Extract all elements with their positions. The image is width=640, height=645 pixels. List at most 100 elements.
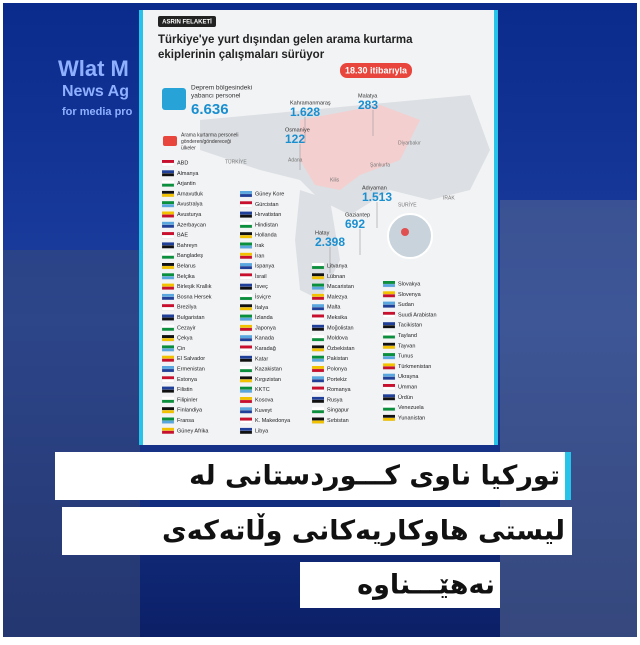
country: Malezya <box>327 294 348 300</box>
flag <box>161 235 175 239</box>
total-label: yabancı personel <box>191 93 241 100</box>
country: Hindistan <box>255 222 278 228</box>
flag <box>311 286 325 290</box>
province-value: 692 <box>345 217 365 231</box>
flag <box>239 348 253 352</box>
flag <box>162 324 174 328</box>
flag <box>161 430 175 434</box>
flag <box>240 201 252 205</box>
flag <box>161 327 175 331</box>
country: Güney Afrika <box>177 428 209 434</box>
flag <box>240 273 252 277</box>
flag <box>162 232 174 236</box>
country: Filistin <box>177 387 193 393</box>
flag <box>162 263 174 266</box>
country: İtalya <box>255 304 269 311</box>
country: Venezuela <box>398 405 425 411</box>
flag <box>239 276 253 280</box>
flag <box>240 417 252 421</box>
headline-box <box>55 452 565 500</box>
country: Suudi Arabistan <box>398 312 437 318</box>
headline-box <box>62 507 572 555</box>
flag <box>382 397 396 401</box>
flag <box>162 314 174 318</box>
flag <box>161 368 175 373</box>
country: Özbekistan <box>327 345 355 352</box>
country: Moğolistan <box>327 325 354 331</box>
flag <box>383 404 395 408</box>
flag <box>239 327 253 331</box>
flag <box>311 307 325 311</box>
title: Türkiye'ye yurt dışından gelen arama kur… <box>158 34 413 46</box>
flag <box>162 366 174 369</box>
flag <box>240 294 252 297</box>
flag <box>161 255 175 259</box>
icon <box>162 88 186 110</box>
flag <box>161 348 175 352</box>
flag <box>162 211 174 215</box>
country: Slovenya <box>398 292 422 298</box>
flag <box>311 348 325 352</box>
flag <box>239 286 253 290</box>
country: Lübnan <box>327 274 345 280</box>
country: Avustralya <box>177 202 204 208</box>
flag <box>240 211 252 215</box>
headline: تورکیا ناوی کـــوردستانی لە <box>189 461 560 492</box>
country: Türkmenistan <box>398 364 431 370</box>
rubble-left <box>0 250 140 640</box>
flag <box>382 294 396 298</box>
flag <box>162 427 174 431</box>
country: Belçika <box>177 274 196 280</box>
flag <box>311 317 325 321</box>
flag <box>240 335 252 339</box>
flag <box>311 338 325 342</box>
flag <box>162 190 174 194</box>
flag <box>240 355 252 359</box>
flag <box>161 317 175 321</box>
flag <box>312 345 324 349</box>
flag <box>162 407 174 411</box>
province-name: Osmaniye <box>285 127 310 133</box>
country: Brezilya <box>177 305 198 311</box>
flag <box>383 342 395 346</box>
flag <box>161 173 175 177</box>
flag <box>240 252 252 256</box>
flag <box>240 283 252 287</box>
flag <box>239 296 253 301</box>
icon <box>163 136 177 146</box>
country: İsviçre <box>255 293 271 300</box>
flag <box>239 235 253 239</box>
flag <box>239 379 253 383</box>
province-name: Kahramanmaraş <box>290 100 331 106</box>
country: Gürcistan <box>255 202 279 208</box>
country: Kosova <box>255 397 274 403</box>
country: Bahreyn <box>177 243 198 249</box>
flag <box>383 394 395 398</box>
flag <box>239 317 253 321</box>
country: Çin <box>177 346 185 352</box>
country: Slovakya <box>398 281 421 287</box>
flag <box>312 386 324 390</box>
flag <box>311 379 325 383</box>
flag <box>382 325 396 329</box>
flag <box>383 311 395 315</box>
country: Rusya <box>327 397 344 403</box>
flag <box>161 265 175 270</box>
country: Tacikistan <box>398 323 422 329</box>
flag <box>311 265 325 270</box>
flag <box>382 356 396 360</box>
flag <box>383 363 395 367</box>
province-name: Hatay <box>315 230 330 236</box>
flag <box>382 304 396 308</box>
province-name: Gaziantep <box>345 212 370 218</box>
flag <box>311 399 325 403</box>
flag <box>162 221 174 225</box>
flag <box>312 396 324 400</box>
accent-bar <box>494 10 498 445</box>
country: Filipinler <box>177 397 198 403</box>
province-name: Malatya <box>358 93 378 99</box>
flag <box>383 353 395 357</box>
flag <box>311 296 325 300</box>
total-label: Deprem bölgesindeki <box>191 85 252 92</box>
